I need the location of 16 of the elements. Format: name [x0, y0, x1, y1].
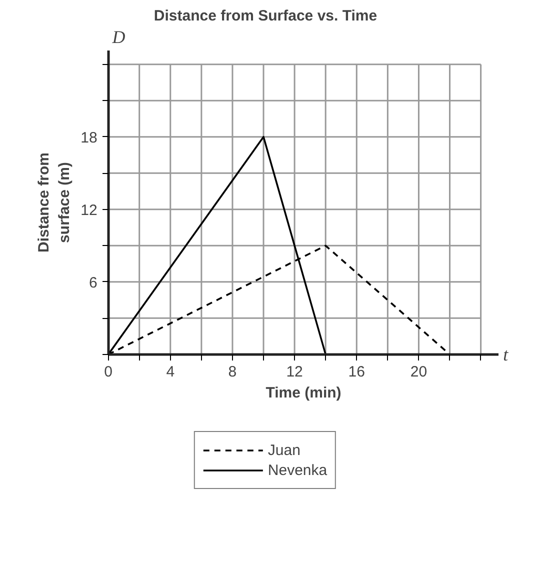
x-tick-label: 8 [228, 363, 237, 380]
x-tick-label: 16 [348, 363, 365, 380]
chart-title: Distance from Surface vs. Time [154, 8, 378, 24]
x-tick-label: 4 [166, 363, 175, 380]
x-tick-label: 20 [410, 363, 428, 380]
y-tick-label: 12 [80, 202, 98, 219]
text: t [503, 344, 510, 364]
y-axis-title: Distance from surface (m) [35, 152, 73, 253]
x-tick-label: 12 [286, 363, 303, 380]
y-tick-label: 6 [88, 274, 98, 292]
legend-label: Juan [268, 442, 300, 458]
x-tick-label: 0 [104, 363, 112, 380]
y-tick-label: 18 [80, 129, 98, 146]
x-axis-title: Time (min) [266, 384, 342, 402]
text: D [111, 26, 126, 47]
legend-label: Nevenka [268, 462, 328, 478]
